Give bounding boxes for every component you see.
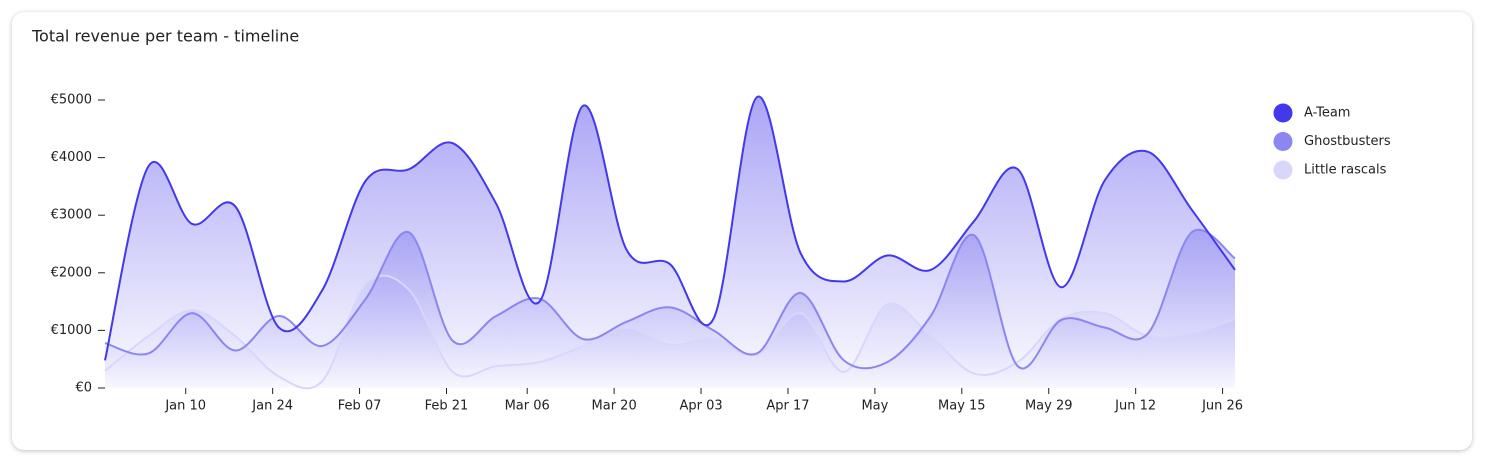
x-tick-label: May xyxy=(861,399,888,414)
legend-swatch xyxy=(1273,160,1293,180)
x-tick-label: Jun 12 xyxy=(1114,399,1156,414)
legend-label: Little rascals xyxy=(1304,163,1387,178)
y-tick-label: €3000 xyxy=(51,208,92,223)
x-tick-label: Apr 03 xyxy=(679,399,722,414)
legend-swatch xyxy=(1273,132,1293,151)
x-tick-label: Jun 26 xyxy=(1201,399,1243,414)
legend-label: Ghostbusters xyxy=(1304,134,1391,149)
y-tick-label: €0 xyxy=(75,381,92,396)
area xyxy=(105,96,1235,388)
legend-label: A-Team xyxy=(1304,106,1350,121)
legend-swatch xyxy=(1273,103,1293,123)
x-tick-label: Mar 06 xyxy=(505,399,550,414)
x-tick-label: Apr 17 xyxy=(766,399,809,414)
x-tick-label: Feb 07 xyxy=(338,399,382,414)
chart-title: Total revenue per team - timeline xyxy=(31,27,299,46)
y-tick-label: €1000 xyxy=(51,323,92,338)
line xyxy=(104,95,1236,361)
line xyxy=(104,274,1236,390)
x-tick-label: Jan 24 xyxy=(251,399,293,414)
x-tick-label: May 29 xyxy=(1025,399,1073,414)
x-tick-label: Feb 21 xyxy=(425,399,469,414)
y-tick-label: €2000 xyxy=(51,265,92,280)
line xyxy=(104,228,1236,370)
x-tick-label: Mar 20 xyxy=(592,399,637,414)
x-tick-label: May 15 xyxy=(938,399,986,414)
x-tick-label: Jan 10 xyxy=(164,399,206,414)
y-tick-label: €4000 xyxy=(51,150,92,165)
y-tick-label: €5000 xyxy=(51,93,92,108)
